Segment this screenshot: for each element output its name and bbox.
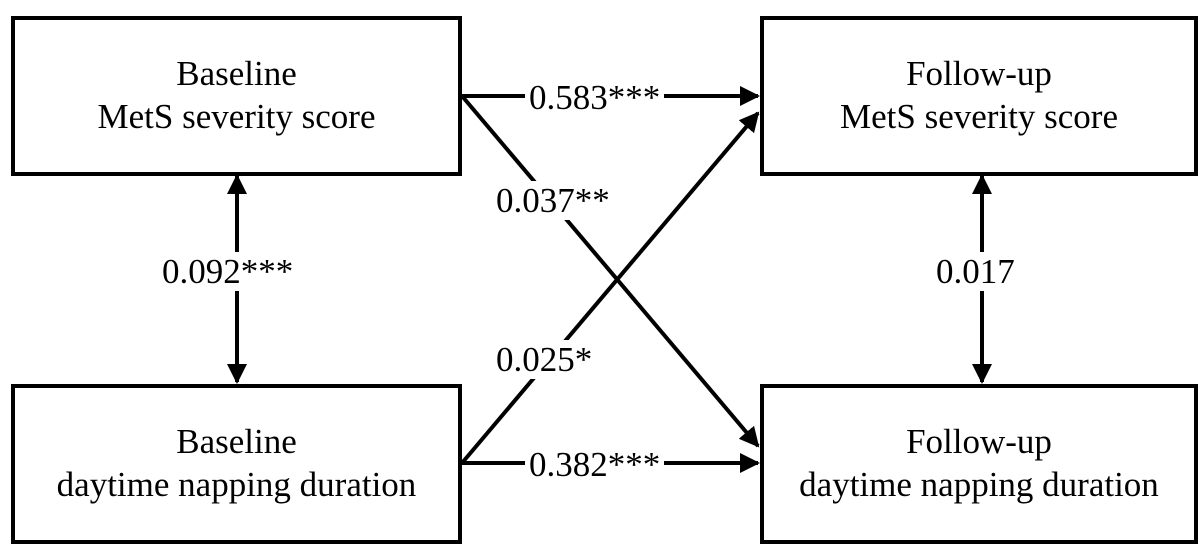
node-followup-napping: Follow-up daytime napping duration [760,384,1198,544]
node-baseline-napping: Baseline daytime napping duration [11,384,462,544]
coef-baseline-correlation: 0.092*** [158,252,297,291]
coef-followup-correlation: 0.017 [932,252,1019,291]
coef-mets-to-nap: 0.037** [492,181,614,220]
node-baseline-mets-line2: MetS severity score [98,96,376,139]
coef-mets-to-mets: 0.583*** [525,78,664,117]
coef-nap-to-nap: 0.382*** [525,445,664,484]
arrow-mets-to-nap [462,96,758,446]
node-baseline-mets: Baseline MetS severity score [11,16,462,176]
node-followup-napping-line1: Follow-up [906,421,1052,464]
node-followup-mets: Follow-up MetS severity score [760,16,1198,176]
node-baseline-napping-line2: daytime napping duration [57,464,417,507]
coef-nap-to-mets: 0.025* [492,340,596,379]
arrow-nap-to-mets [462,113,758,463]
node-followup-mets-line2: MetS severity score [840,96,1118,139]
node-baseline-napping-line1: Baseline [176,421,297,464]
node-followup-mets-line1: Follow-up [906,53,1052,96]
node-followup-napping-line2: daytime napping duration [799,464,1159,507]
node-baseline-mets-line1: Baseline [176,53,297,96]
